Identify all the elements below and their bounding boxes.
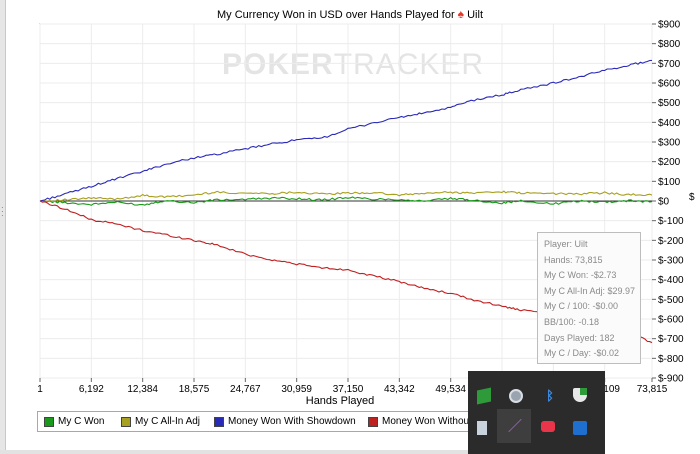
resize-grip[interactable]: · · · [1,203,4,220]
tooltip-per100: My C / 100: -$0.00 [544,301,619,312]
outlook-icon[interactable] [573,421,587,435]
legend-swatch-icon [44,416,54,427]
x-tick-label: 18,575 [179,384,210,395]
shield-icon[interactable] [573,388,587,402]
y-tick-label: $-900 [658,374,684,385]
tooltip-player: Player: Uilt [544,239,588,249]
y-tick-label: $-200 [658,236,684,247]
x-tick-label: 12,384 [127,384,158,395]
chart-title-player: Uilt [467,9,483,21]
tray-hover-highlight [497,409,531,443]
y-tick-label: $-300 [658,256,684,267]
bluetooth-icon[interactable]: ᛒ [546,388,554,403]
y-tick-label: $-100 [658,216,684,227]
x-tick-label: 73,815 [637,384,668,395]
y-tick-label: $-500 [658,295,684,306]
y-tick-label: $300 [658,138,681,149]
y-axis-label: $ [689,192,695,203]
chart-title-text: My Currency Won in USD over Hands Played… [217,9,455,21]
series-line [39,59,653,202]
y-tick-label: $600 [658,79,681,90]
hover-tooltip: Player: Uilt Hands: 73,815 My C Won: -$2… [537,232,641,364]
y-tick-label: $400 [658,118,681,129]
y-tick-label: $-400 [658,275,684,286]
watermark-part1: POKER [222,48,334,81]
legend-label: Money Won Without [382,416,472,427]
device-icon[interactable] [477,421,487,435]
legend-item-all-in-adj[interactable]: My C All-In Adj [121,416,200,427]
x-tick-label: 24,767 [230,384,261,395]
camera-icon[interactable] [509,389,523,403]
tooltip-bb100: BB/100: -0.18 [544,316,600,327]
chart-title: My Currency Won in USD over Hands Played… [0,7,700,21]
app-red-icon[interactable] [541,421,555,432]
y-tick-label: $0 [658,197,670,208]
y-tick-label: $200 [658,157,681,168]
x-tick-label: 6,192 [79,384,104,395]
legend-item-my-c-won[interactable]: My C Won [44,416,105,427]
y-tick-label: $900 [658,20,681,31]
x-axis-label: Hands Played [305,395,375,407]
tooltip-hands: Hands: 73,815 [544,254,603,265]
y-tick-label: $500 [658,98,681,109]
legend-label: My C Won [58,416,105,427]
spade-icon: ♠ [457,7,465,21]
y-tick-label: $-600 [658,315,684,326]
tooltip-days: Days Played: 182 [544,332,615,343]
y-tick-label: $800 [658,39,681,50]
series-line [39,196,653,206]
x-tick-label: 37,150 [333,384,364,395]
x-tick-label: 43,342 [384,384,415,395]
system-tray-flyout: ᛒ ／ [468,371,605,454]
legend-label: Money Won With Showdown [228,416,356,427]
legend-label: My C All-In Adj [135,416,201,427]
legend-swatch-icon [121,416,131,427]
window-bottom-edge [0,450,468,454]
x-tick-label: 30,959 [281,384,312,395]
y-tick-label: $-800 [658,354,684,365]
tooltip-won: My C Won: -$2.73 [544,270,617,281]
pen-icon[interactable]: ／ [508,418,522,434]
x-tick-label: 49,534 [435,384,466,395]
tooltip-perday: My C / Day: -$0.02 [544,348,620,359]
y-axis: $900 $800 $700 $600 $500 $400 $300 $200 $100 $0 $-… [652,20,684,385]
y-tick-label: $-700 [658,334,684,345]
y-tick-label: $700 [658,59,681,70]
legend: My C Won My C All-In Adj Money Won With … [37,411,599,432]
legend-item-without[interactable]: Money Won Without [368,416,472,427]
pokertracker-watermark: POKERTRACKER [222,48,484,82]
x-tick-label: 1 [37,384,43,395]
series-line [39,190,653,202]
watermark-part2: TRACKER [333,48,485,81]
legend-swatch-icon [214,416,224,427]
legend-swatch-icon [368,416,378,427]
y-tick-label: $100 [658,177,681,188]
tooltip-allin: My C All-In Adj: $29.97 [544,285,636,296]
green-app-icon[interactable] [477,387,491,405]
legend-item-showdown[interactable]: Money Won With Showdown [214,416,356,427]
window-left-edge: · · · [0,0,6,454]
